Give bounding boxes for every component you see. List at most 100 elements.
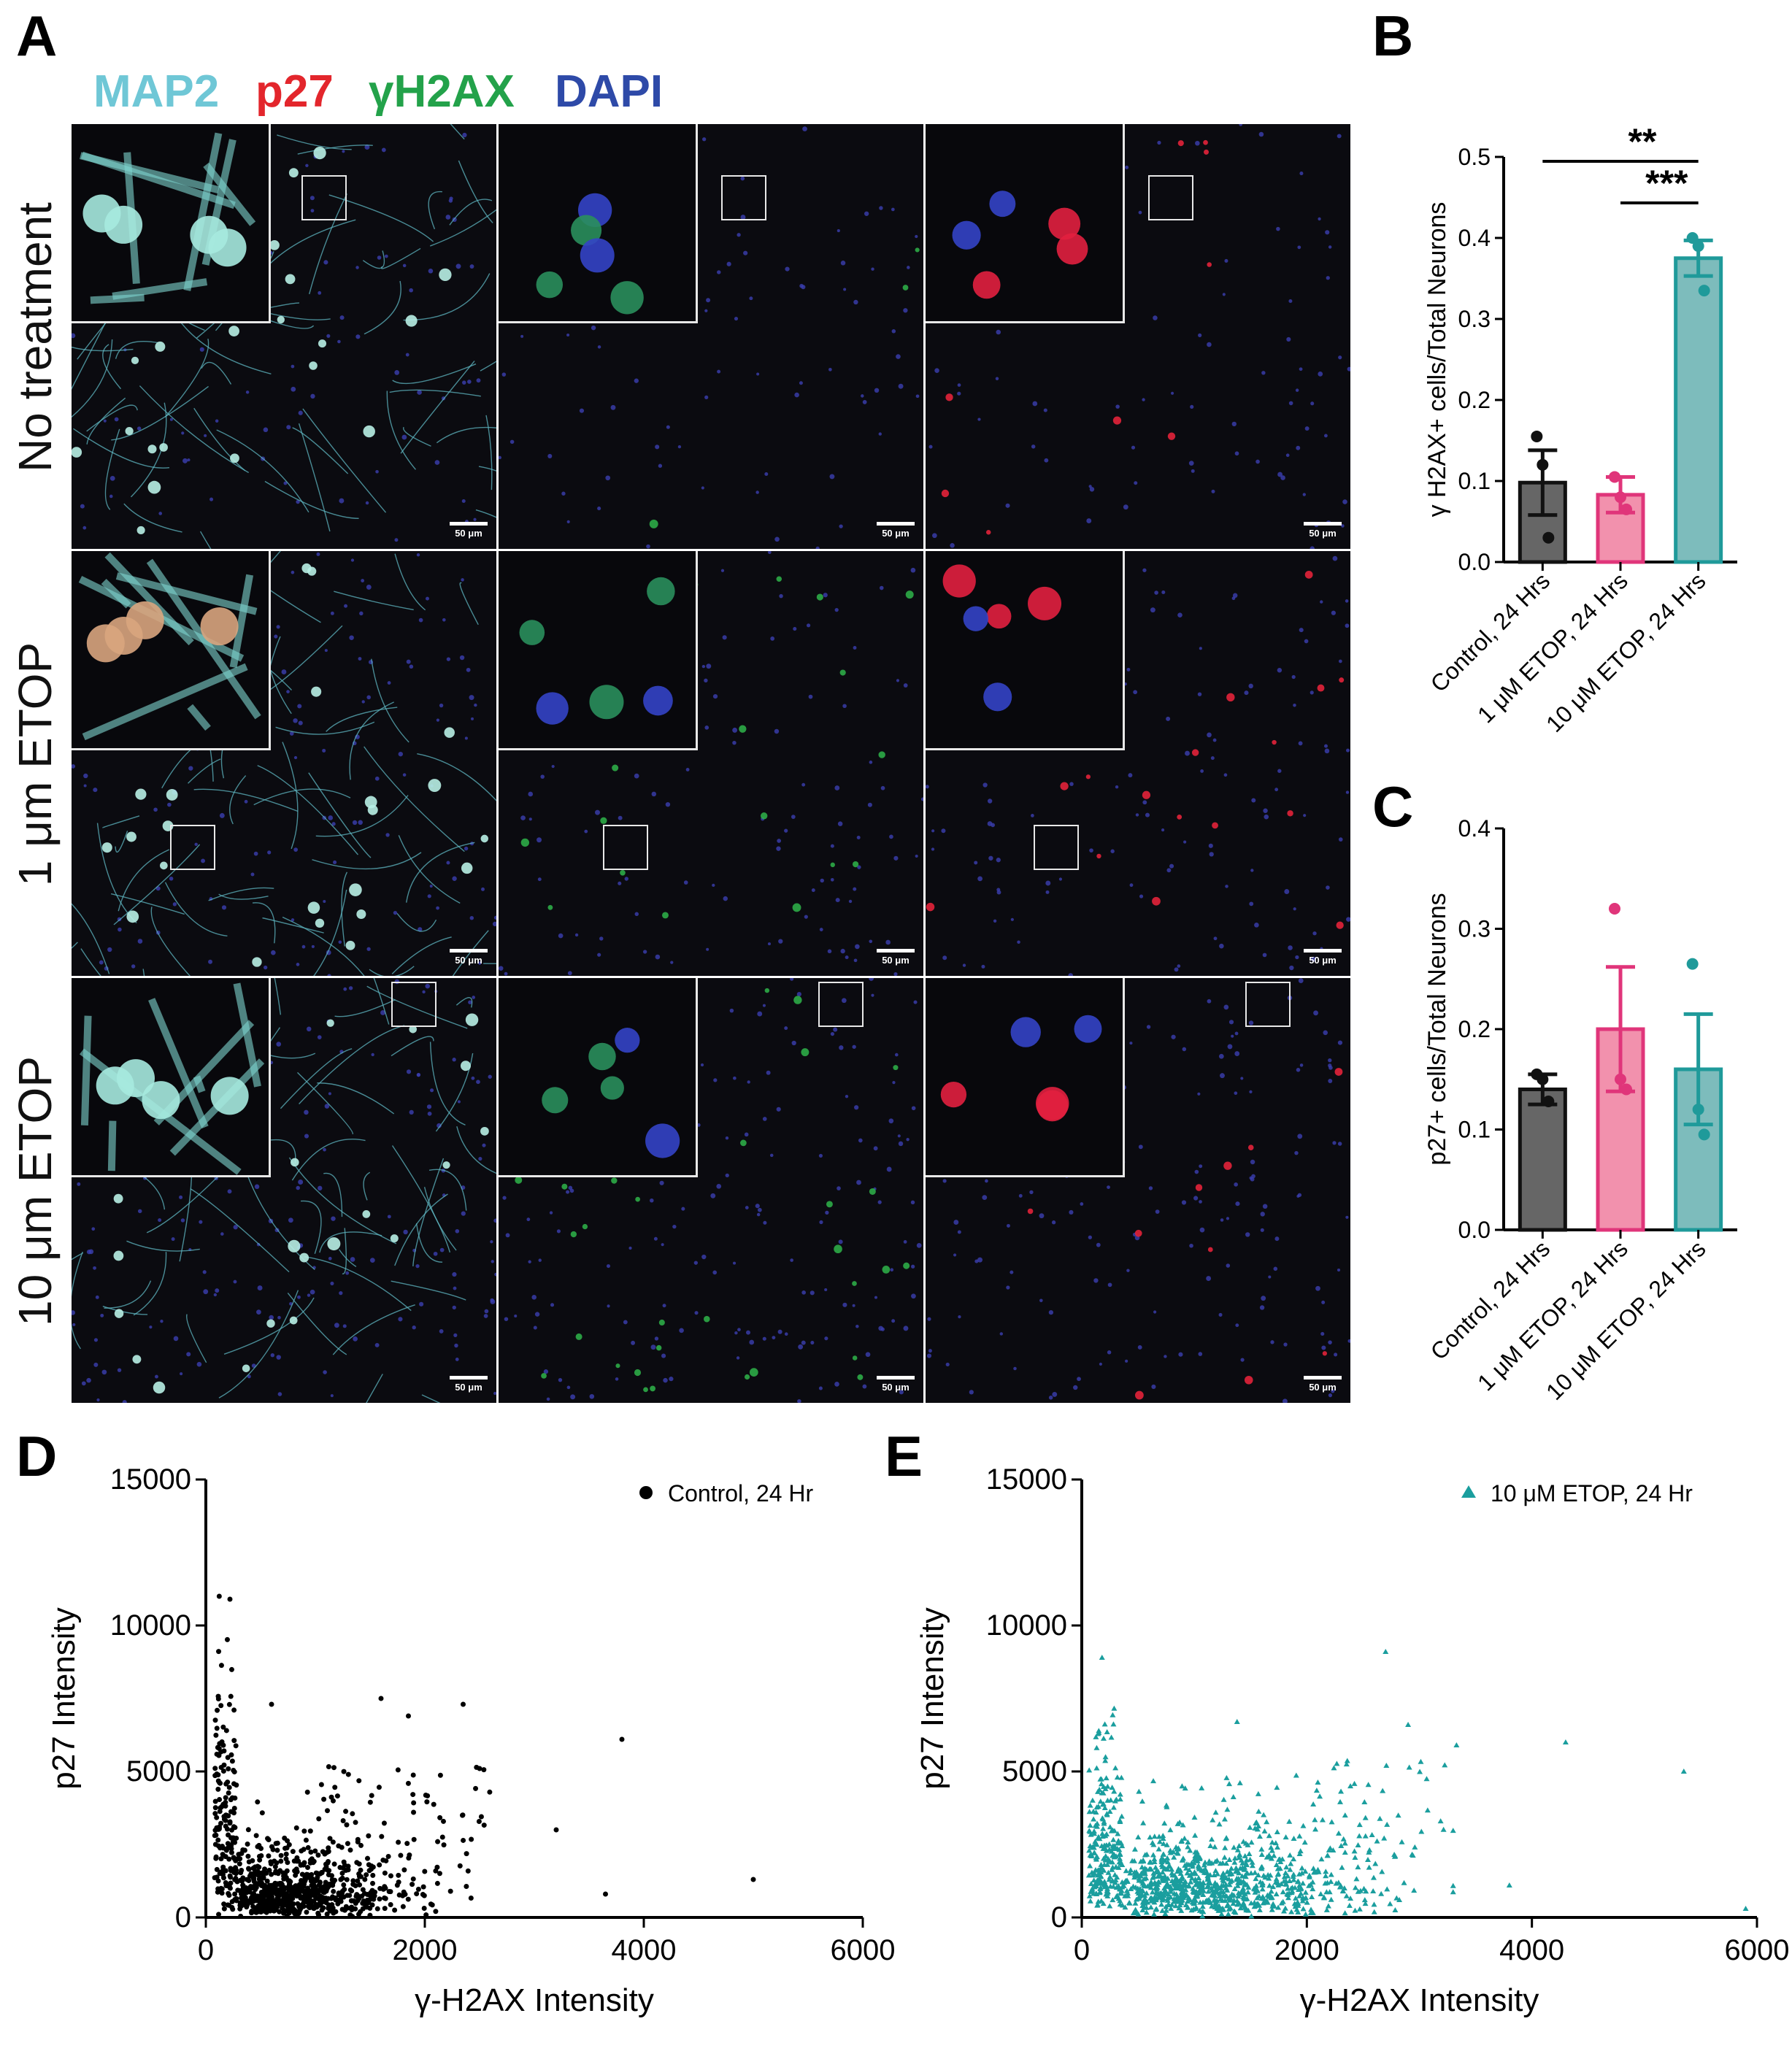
inset-soma — [210, 1077, 249, 1115]
nucleus — [1134, 481, 1138, 485]
zoom-inset — [72, 978, 271, 1177]
nucleus — [779, 593, 783, 599]
nucleus — [1039, 1298, 1043, 1303]
data-point — [216, 1912, 222, 1917]
nucleus — [894, 1053, 899, 1057]
data-point — [1266, 1882, 1273, 1888]
nucleus — [830, 844, 834, 848]
p27-signal — [1334, 1068, 1343, 1076]
nucleus — [1334, 1352, 1338, 1357]
data-point — [1236, 1900, 1242, 1906]
data-point — [370, 1880, 376, 1886]
data-point — [1137, 1887, 1144, 1893]
nucleus — [669, 1377, 674, 1382]
data-point — [1279, 1856, 1285, 1862]
nucleus — [1182, 1047, 1187, 1052]
cell-body — [125, 427, 134, 436]
data-point — [487, 1789, 493, 1795]
neurite — [317, 1082, 395, 1115]
nucleus — [339, 315, 345, 320]
zoom-inset — [926, 551, 1125, 750]
nucleus — [466, 667, 471, 672]
data-point — [1401, 1879, 1407, 1885]
data-point — [1172, 1877, 1178, 1882]
nucleus — [1254, 923, 1259, 928]
scale-bar-line — [877, 1376, 915, 1379]
data-point — [1104, 1890, 1111, 1896]
nucleus — [196, 1361, 202, 1367]
data-point — [1232, 1909, 1239, 1915]
nucleus — [1277, 667, 1283, 673]
neurite — [403, 426, 431, 447]
data-point — [379, 1833, 385, 1839]
cell-body — [309, 361, 318, 370]
nucleus — [729, 1008, 734, 1013]
data-point — [218, 1703, 224, 1709]
data-point — [223, 1795, 228, 1801]
nucleus — [799, 381, 803, 385]
cell-body — [153, 1381, 166, 1394]
nucleus — [202, 1270, 207, 1274]
nucleus — [862, 400, 867, 404]
nucleus — [213, 1293, 218, 1297]
data-point — [316, 1816, 322, 1822]
data-point — [1347, 1896, 1354, 1901]
data-point — [274, 1860, 280, 1866]
data-point — [256, 1853, 262, 1859]
nucleus — [838, 1239, 843, 1244]
data-point — [217, 1741, 223, 1747]
data-point — [1161, 1820, 1168, 1826]
data-point — [303, 1837, 309, 1843]
cell-body — [461, 862, 473, 874]
inset-image — [80, 132, 256, 304]
nucleus — [659, 1180, 664, 1185]
nucleus — [406, 1069, 412, 1074]
nucleus — [1283, 1342, 1288, 1347]
scale-bar: 50 μm — [450, 522, 488, 539]
nucleus — [597, 507, 601, 511]
nucleus — [651, 791, 657, 797]
neurite — [253, 788, 351, 806]
nucleus — [1157, 140, 1161, 145]
data-point — [1103, 1842, 1110, 1848]
nucleus — [1263, 808, 1268, 813]
neurite — [312, 852, 422, 870]
data-point — [320, 1895, 326, 1901]
data-point — [1205, 1876, 1212, 1882]
data-point — [1200, 1879, 1207, 1885]
data-point — [1105, 1869, 1112, 1875]
nucleus — [974, 1259, 979, 1263]
data-point — [1089, 1797, 1096, 1803]
data-point — [1100, 1855, 1107, 1861]
data-point — [315, 1912, 321, 1918]
data-point — [1254, 1826, 1261, 1832]
data-point — [1288, 1860, 1294, 1866]
data-point — [329, 1873, 335, 1879]
data-point — [229, 1904, 235, 1910]
data-point — [1379, 1869, 1385, 1874]
data-point — [229, 1758, 235, 1764]
nucleus — [1010, 1270, 1014, 1274]
nucleus — [468, 1000, 472, 1004]
gh2ax-signal — [615, 1363, 620, 1369]
neurite — [201, 361, 232, 385]
nucleus — [774, 728, 780, 734]
cell-body — [269, 239, 280, 250]
nucleus — [1303, 814, 1307, 817]
data-point — [411, 1836, 417, 1842]
cell-body — [349, 883, 362, 896]
data-point — [1226, 1871, 1233, 1877]
nucleus — [856, 836, 861, 839]
nucleus — [1154, 590, 1158, 595]
nucleus — [199, 347, 204, 352]
gh2ax-signal — [902, 285, 909, 290]
data-point — [1151, 1911, 1158, 1917]
nucleus — [371, 1053, 374, 1057]
data-point — [1117, 1819, 1123, 1825]
data-point — [1291, 1871, 1297, 1877]
nucleus — [88, 1249, 94, 1255]
data-point — [1148, 1881, 1155, 1887]
inset-nucleus — [1028, 586, 1062, 620]
data-point — [1342, 1812, 1348, 1818]
data-point — [1094, 1820, 1101, 1826]
